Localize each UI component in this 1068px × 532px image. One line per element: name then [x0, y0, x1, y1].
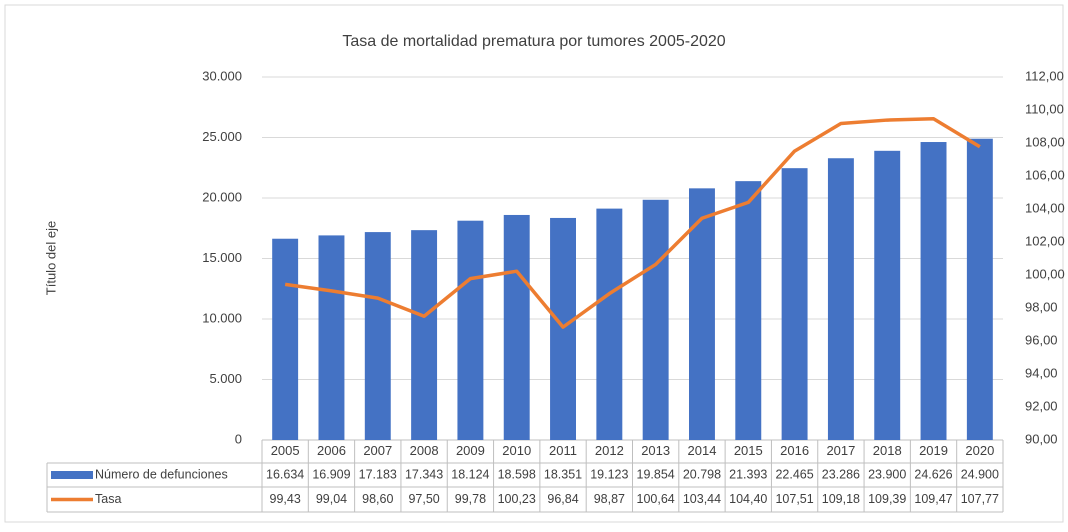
table-value: 99,78: [455, 492, 486, 506]
bar: [966, 138, 993, 440]
y2-tick-label: 90,00: [1025, 431, 1058, 446]
table-value: 16.909: [312, 467, 350, 481]
table-value: 20.798: [683, 467, 721, 481]
y-tick-label: 10.000: [202, 310, 242, 325]
y2-tick-label: 102,00: [1025, 233, 1065, 248]
x-tick-label: 2017: [826, 443, 855, 458]
y2-tick-label: 104,00: [1025, 200, 1065, 215]
bar: [457, 220, 484, 440]
y-tick-label: 30.000: [202, 68, 242, 83]
y-axis-title: Título del eje: [43, 221, 58, 295]
y2-tick-label: 110,00: [1025, 101, 1064, 116]
table-value: 109,18: [822, 492, 860, 506]
y2-tick-label: 112,00: [1025, 68, 1064, 83]
x-tick-label: 2005: [271, 443, 300, 458]
x-tick-label: 2019: [919, 443, 948, 458]
table-value: 98,60: [362, 492, 393, 506]
table-value: 99,43: [270, 492, 301, 506]
bar: [735, 181, 762, 440]
bar: [411, 230, 438, 440]
table-value: 18.124: [451, 467, 489, 481]
x-tick-label: 2012: [595, 443, 624, 458]
bar: [874, 150, 901, 440]
bar: [272, 238, 299, 440]
x-tick-label: 2018: [873, 443, 902, 458]
table-value: 109,47: [914, 492, 952, 506]
legend-key: [51, 471, 93, 479]
bar: [781, 168, 808, 440]
bar: [596, 208, 623, 440]
x-tick-label: 2009: [456, 443, 485, 458]
y2-tick-label: 98,00: [1025, 299, 1058, 314]
bar: [689, 188, 715, 440]
table-value: 107,77: [961, 492, 999, 506]
legend-label: Número de defunciones: [95, 467, 228, 481]
x-tick-label: 2016: [780, 443, 809, 458]
table-value: 107,51: [775, 492, 813, 506]
x-tick-label: 2020: [965, 443, 994, 458]
table-value: 99,04: [316, 492, 347, 506]
bar: [827, 158, 854, 441]
y-tick-label: 15.000: [202, 250, 242, 265]
bar: [642, 199, 669, 440]
x-tick-label: 2015: [734, 443, 763, 458]
table-value: 24.626: [914, 467, 952, 481]
table-value: 97,50: [408, 492, 439, 506]
table-value: 100,23: [498, 492, 536, 506]
table-value: 17.183: [359, 467, 397, 481]
table-value: 23.900: [868, 467, 906, 481]
table-value: 18.598: [498, 467, 536, 481]
table-value: 96,84: [547, 492, 578, 506]
x-tick-label: 2007: [363, 443, 392, 458]
table-value: 109,39: [868, 492, 906, 506]
x-tick-label: 2011: [549, 443, 577, 458]
x-tick-label: 2013: [641, 443, 670, 458]
chart-border: [4, 4, 1064, 523]
bar: [318, 235, 345, 440]
legend-label: Tasa: [95, 492, 121, 506]
y2-tick-label: 92,00: [1025, 398, 1058, 413]
y-tick-label: 5.000: [209, 371, 242, 386]
table-value: 103,44: [683, 492, 721, 506]
y-tick-label: 25.000: [202, 129, 242, 144]
bar: [503, 214, 530, 440]
y-tick-label: 0: [235, 431, 242, 446]
table-value: 21.393: [729, 467, 767, 481]
x-tick-label: 2006: [317, 443, 346, 458]
table-value: 24.900: [961, 467, 999, 481]
table-value: 98,87: [594, 492, 625, 506]
table-value: 19.123: [590, 467, 628, 481]
line: [284, 116, 981, 329]
x-tick-label: 2014: [688, 443, 717, 458]
y-tick-label: 20.000: [202, 189, 242, 204]
table-value: 19.854: [637, 467, 675, 481]
table-value: 18.351: [544, 467, 582, 481]
bar: [364, 232, 391, 440]
y2-tick-label: 96,00: [1025, 332, 1058, 347]
y2-tick-label: 100,00: [1025, 266, 1065, 281]
x-tick-label: 2010: [502, 443, 531, 458]
chart-title: Tasa de mortalidad prematura por tumores…: [342, 33, 725, 50]
table-value: 100,64: [637, 492, 675, 506]
bar: [550, 217, 576, 440]
table-value: 23.286: [822, 467, 860, 481]
table-value: 22.465: [775, 467, 813, 481]
table-value: 104,40: [729, 492, 767, 506]
y2-tick-label: 108,00: [1025, 134, 1065, 149]
table-value: 16.634: [266, 467, 304, 481]
bar: [920, 142, 947, 441]
y2-tick-label: 94,00: [1025, 365, 1058, 380]
x-tick-label: 2008: [410, 443, 439, 458]
table-value: 17.343: [405, 467, 443, 481]
y2-tick-label: 106,00: [1025, 167, 1065, 182]
